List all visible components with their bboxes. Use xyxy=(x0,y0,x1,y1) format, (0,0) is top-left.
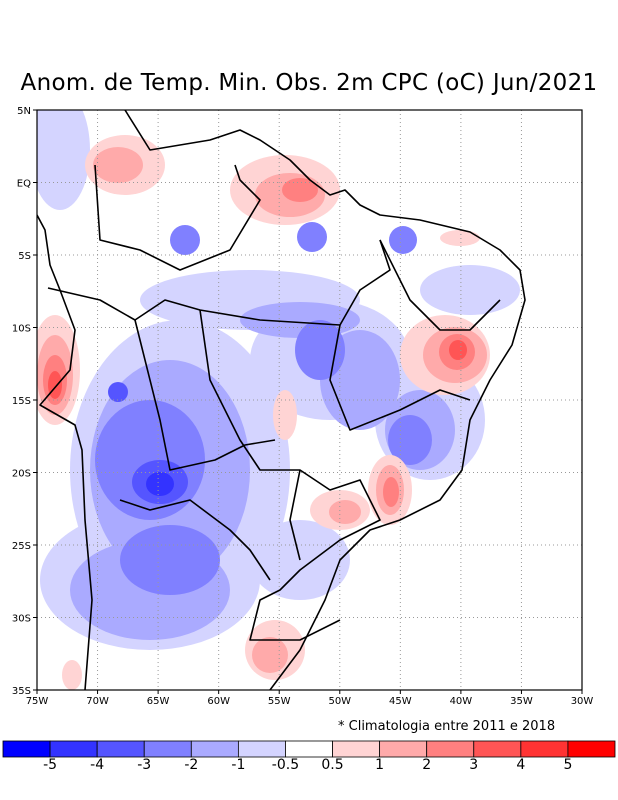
anomaly-contour xyxy=(449,340,467,360)
anomaly-contour xyxy=(282,178,318,202)
colorbar-swatch xyxy=(143,740,192,758)
lat-tick-label: 5S xyxy=(18,251,31,262)
lat-tick-label: 5N xyxy=(17,106,31,117)
colorbar-swatch xyxy=(237,740,286,758)
anomaly-contour xyxy=(170,225,200,255)
gridlines xyxy=(37,110,582,690)
lat-tick-label: 20S xyxy=(12,469,31,480)
colorbar-swatch xyxy=(426,740,475,758)
country-borders xyxy=(37,110,526,690)
colorbar-swatch xyxy=(567,740,616,758)
boundary-line xyxy=(119,499,271,581)
lat-tick-label: EQ xyxy=(17,179,31,190)
boundary-line xyxy=(289,469,301,561)
colorbar-label: 3 xyxy=(469,757,479,773)
lon-tick-label: 45W xyxy=(389,696,412,707)
anomaly-contour xyxy=(383,477,399,507)
anomaly-contour xyxy=(108,382,128,402)
lon-tick-label: 75W xyxy=(26,696,49,707)
lon-tick-label: 50W xyxy=(328,696,351,707)
anomaly-contour xyxy=(62,660,82,690)
colorbar-swatch xyxy=(332,740,381,758)
anomaly-contour xyxy=(420,265,520,315)
boundary-line xyxy=(124,110,526,690)
colorbar-label: -4 xyxy=(90,757,105,773)
colorbar-label: 4 xyxy=(516,757,526,773)
colorbar-label: -0.5 xyxy=(271,757,300,773)
colorbar-label: -3 xyxy=(137,757,152,773)
colorbar-swatch xyxy=(520,740,569,758)
anomaly-contour xyxy=(440,230,480,246)
anomaly-contour xyxy=(48,371,62,399)
boundary-line xyxy=(37,214,93,690)
colorbar-label: -5 xyxy=(43,757,58,773)
boundary-line xyxy=(94,164,261,271)
lon-tick-label: 70W xyxy=(86,696,109,707)
boundary-line xyxy=(199,309,381,641)
anomaly-contour xyxy=(388,415,432,465)
climatology-note: * Climatologia entre 2011 e 2018 xyxy=(338,719,556,734)
map-title: Anom. de Temp. Min. Obs. 2m CPC (oC) Jun… xyxy=(20,70,598,96)
lat-tick-label: 10S xyxy=(12,324,31,335)
anomaly-contour xyxy=(37,110,90,210)
anomaly-contour xyxy=(389,226,417,254)
colorbar-swatch xyxy=(190,740,239,758)
lon-tick-label: 55W xyxy=(268,696,291,707)
colorbar-label: -2 xyxy=(184,757,199,773)
colorbar-label: 2 xyxy=(422,757,432,773)
boundary-line xyxy=(47,239,391,326)
colorbar-swatch xyxy=(473,740,522,758)
anomaly-field xyxy=(37,110,520,690)
lat-tick-label: 25S xyxy=(12,541,31,552)
colorbar xyxy=(2,740,616,758)
axis-ticks: 75W 70W 65W 60W 55W 50W 45W 40W 35W 30W 5N EQ 5S 10S 1… xyxy=(12,106,593,707)
boundary-line xyxy=(329,324,471,431)
lat-tick-label: 35S xyxy=(12,686,31,697)
anomaly-contour xyxy=(295,320,345,380)
lon-tick-label: 60W xyxy=(207,696,230,707)
anomaly-contour xyxy=(297,222,327,252)
colorbar-swatch xyxy=(379,740,428,758)
colorbar-swatch xyxy=(49,740,98,758)
anomaly-contour xyxy=(120,525,220,595)
colorbar-label: -1 xyxy=(231,757,246,773)
colorbar-swatch xyxy=(285,740,333,758)
colorbar-label: 0.5 xyxy=(321,757,344,773)
lon-tick-label: 35W xyxy=(510,696,533,707)
colorbar-label: 5 xyxy=(563,757,573,773)
lon-tick-label: 30W xyxy=(571,696,594,707)
anomaly-contour xyxy=(93,147,143,183)
colorbar-label: 1 xyxy=(375,757,385,773)
anomaly-contour xyxy=(252,637,288,673)
boundary-line xyxy=(379,239,501,331)
boundary-line xyxy=(134,319,276,471)
anomaly-contour xyxy=(146,472,174,496)
lon-tick-label: 65W xyxy=(147,696,170,707)
lat-tick-label: 15S xyxy=(12,396,31,407)
lon-tick-label: 40W xyxy=(450,696,473,707)
colorbar-swatch xyxy=(2,740,51,758)
lat-tick-label: 30S xyxy=(12,614,31,625)
colorbar-swatch xyxy=(96,740,145,758)
anomaly-contour xyxy=(273,390,297,440)
anomaly-contour xyxy=(329,500,361,524)
